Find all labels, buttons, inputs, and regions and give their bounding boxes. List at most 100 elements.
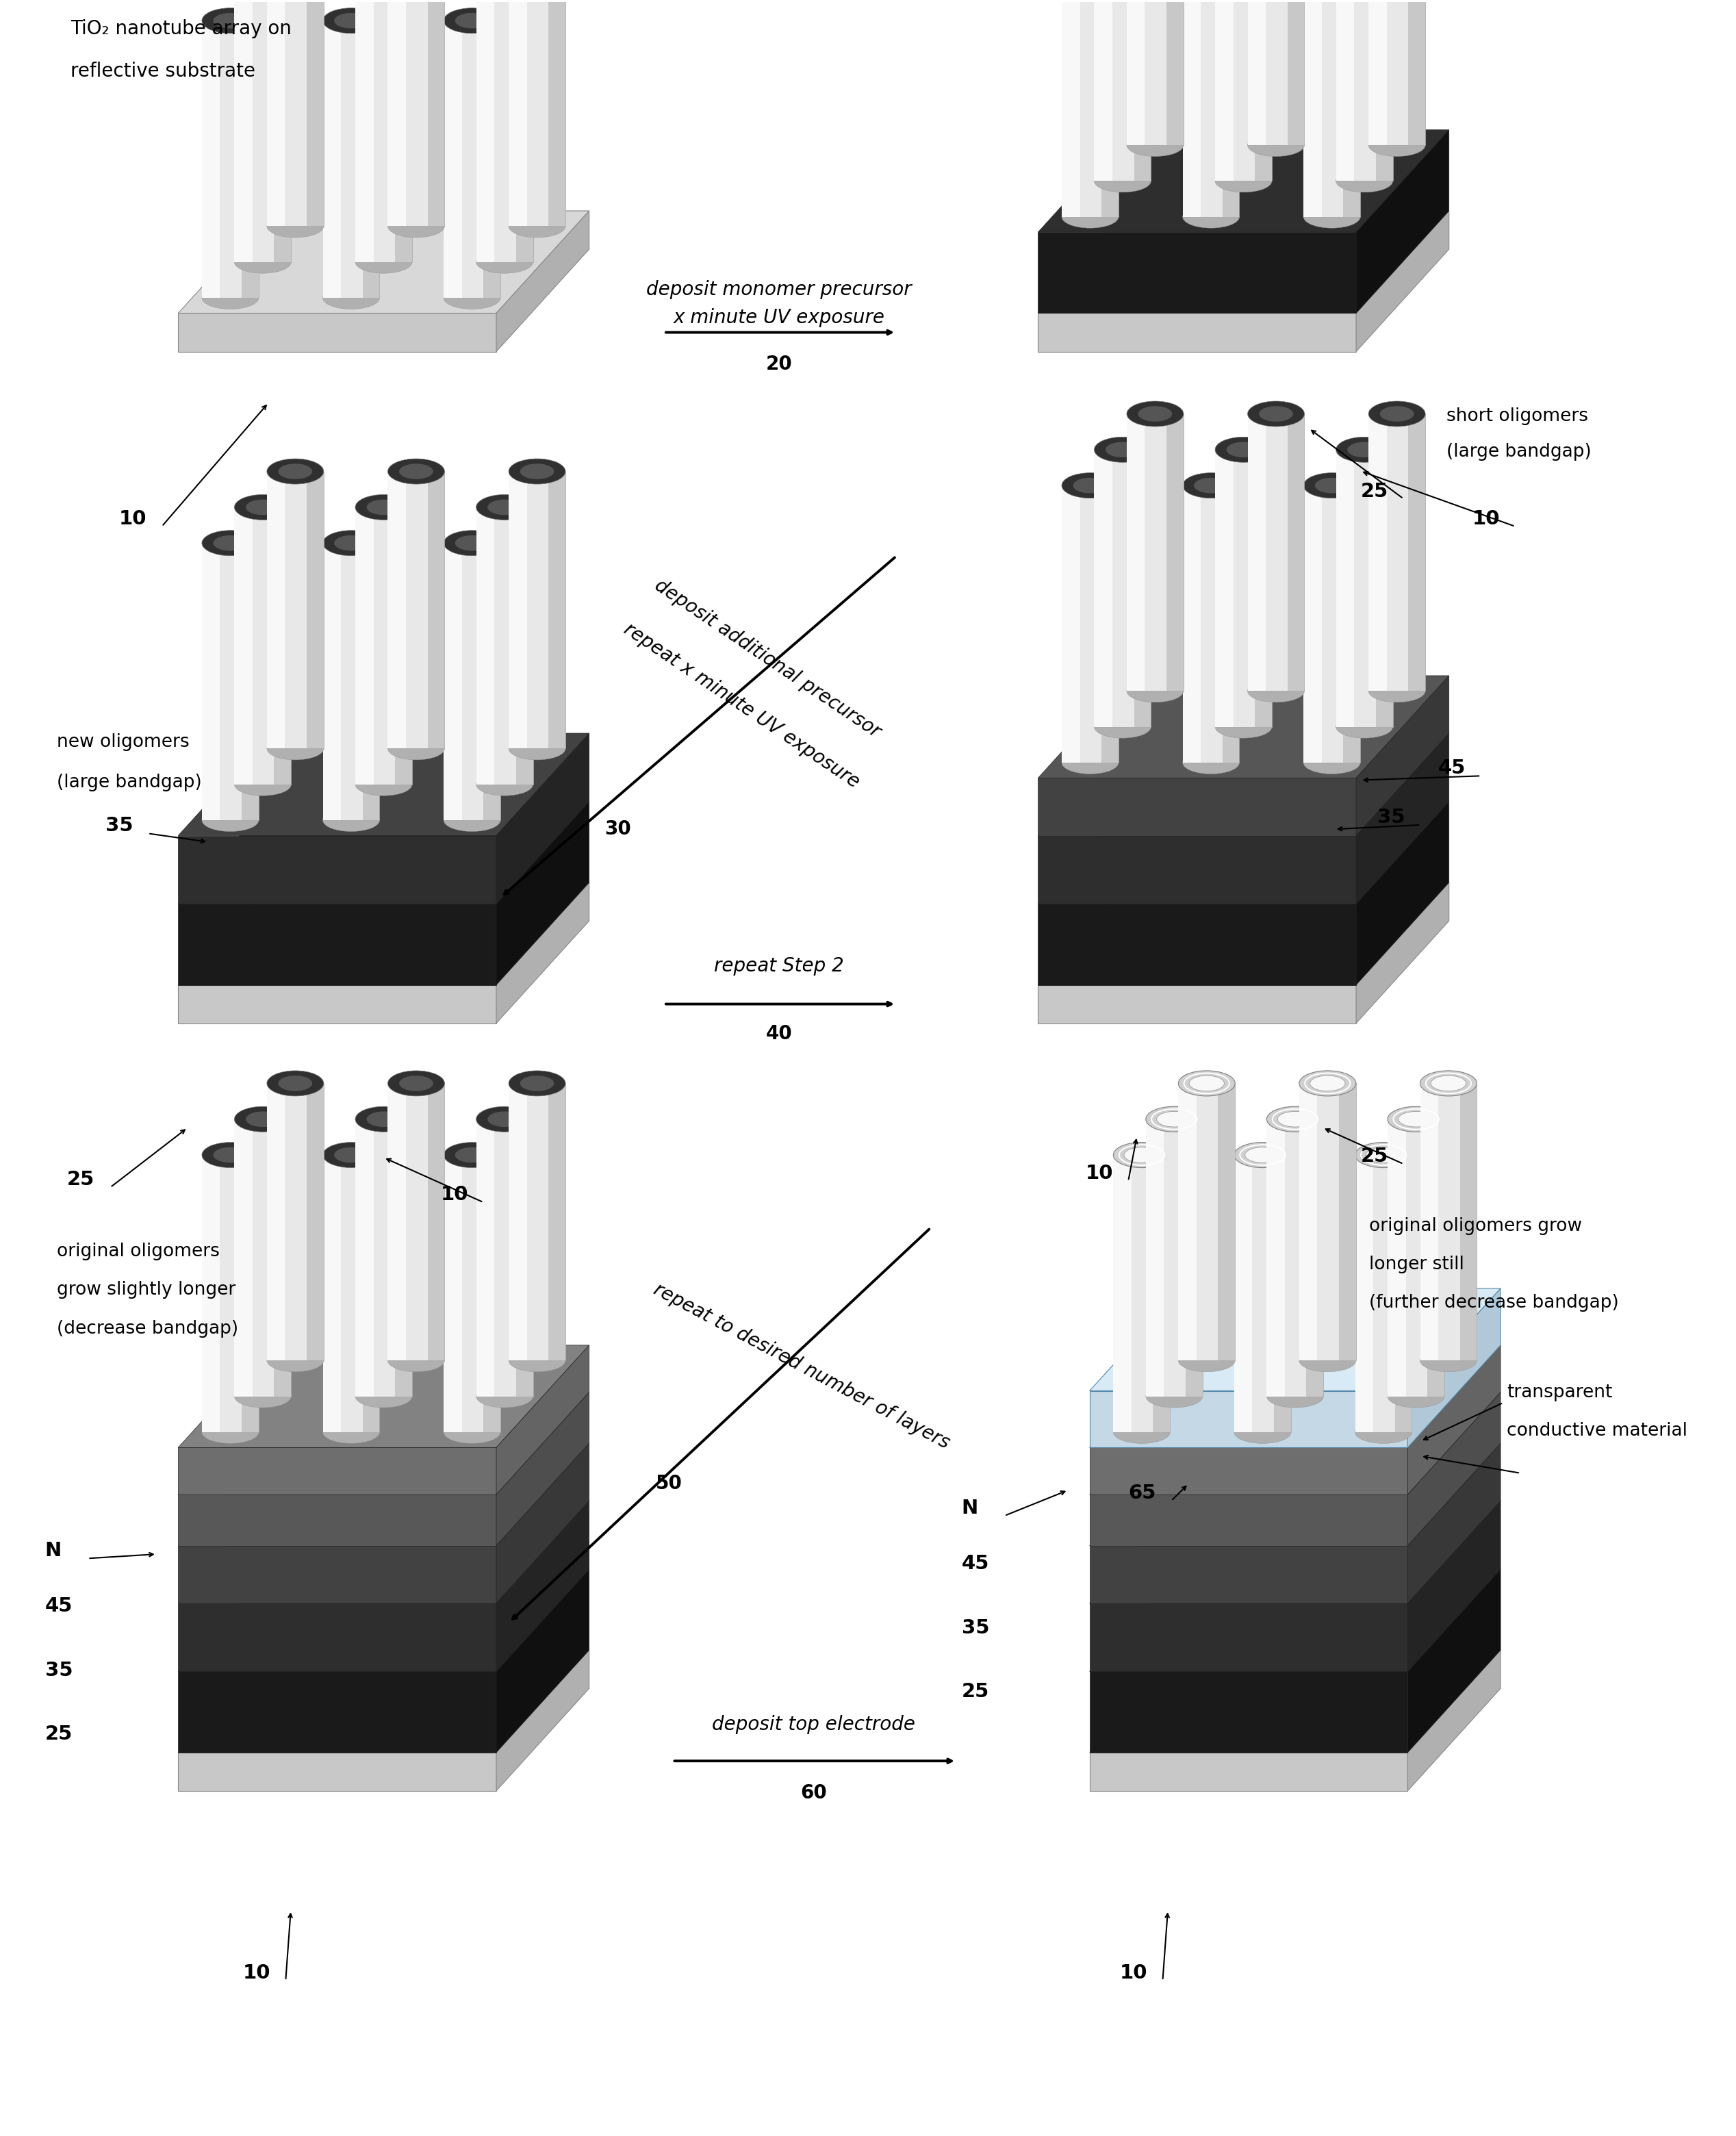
Polygon shape [1304,485,1321,763]
Text: 25: 25 [45,1724,73,1743]
Polygon shape [241,543,259,820]
Ellipse shape [201,1420,259,1444]
Ellipse shape [1366,1147,1401,1162]
Polygon shape [1127,414,1184,692]
Text: repeat to desired number of layers: repeat to desired number of layers [651,1279,953,1452]
Ellipse shape [1139,406,1172,421]
Polygon shape [1167,0,1184,145]
Polygon shape [1090,1391,1408,1448]
Polygon shape [1344,485,1361,763]
Polygon shape [1304,0,1361,218]
Polygon shape [1090,1546,1408,1604]
Polygon shape [234,506,292,784]
Polygon shape [1127,0,1184,145]
Polygon shape [516,1119,533,1397]
Polygon shape [549,1083,566,1361]
Polygon shape [476,1119,533,1397]
Ellipse shape [333,536,368,551]
Polygon shape [1215,0,1272,182]
Polygon shape [516,506,533,784]
Polygon shape [1356,1156,1373,1431]
Ellipse shape [1094,169,1151,192]
Polygon shape [179,1448,496,1495]
Polygon shape [201,21,220,297]
Ellipse shape [1127,135,1184,156]
Polygon shape [179,1346,589,1448]
Ellipse shape [509,737,566,760]
Ellipse shape [234,496,292,519]
Polygon shape [201,543,220,820]
Polygon shape [444,543,462,820]
Polygon shape [1288,414,1304,692]
Polygon shape [509,0,526,226]
Polygon shape [496,1502,589,1670]
Text: 25: 25 [1361,1147,1389,1166]
Polygon shape [274,1119,292,1397]
Polygon shape [1408,1288,1500,1448]
Text: 45: 45 [962,1555,990,1574]
Polygon shape [267,0,285,226]
Ellipse shape [247,500,279,515]
Polygon shape [1146,1119,1203,1397]
Polygon shape [1127,0,1144,145]
Ellipse shape [214,536,247,551]
Ellipse shape [201,810,259,831]
Polygon shape [1090,1288,1500,1391]
Polygon shape [1356,675,1450,835]
Polygon shape [387,0,444,226]
Polygon shape [241,1156,259,1431]
Text: grow slightly longer: grow slightly longer [57,1282,236,1299]
Polygon shape [476,0,495,263]
Ellipse shape [1215,716,1272,739]
Ellipse shape [1245,1147,1279,1162]
Polygon shape [267,472,285,748]
Polygon shape [1267,1119,1285,1397]
Ellipse shape [1127,402,1184,427]
Ellipse shape [476,496,533,519]
Polygon shape [1408,1444,1500,1604]
Ellipse shape [387,459,444,485]
Polygon shape [1090,1502,1500,1604]
Polygon shape [387,1083,406,1361]
Polygon shape [234,506,252,784]
Polygon shape [274,506,292,784]
Ellipse shape [323,286,380,310]
Text: original oligomers: original oligomers [57,1243,220,1260]
Ellipse shape [356,773,411,797]
Polygon shape [476,506,533,784]
Text: 35: 35 [106,816,134,835]
Ellipse shape [1299,1350,1356,1371]
Polygon shape [1344,0,1361,218]
Polygon shape [234,1119,292,1397]
Polygon shape [1090,1448,1408,1495]
Polygon shape [496,882,589,1023]
Polygon shape [179,1502,589,1604]
Polygon shape [323,1156,340,1431]
Polygon shape [1387,1119,1406,1397]
Polygon shape [1387,1119,1444,1397]
Polygon shape [1356,801,1450,985]
Polygon shape [1094,0,1113,182]
Polygon shape [476,1119,495,1397]
Text: 25: 25 [1361,481,1389,500]
Ellipse shape [1248,679,1304,703]
Text: (large bandgap): (large bandgap) [1446,444,1592,461]
Polygon shape [179,1546,496,1604]
Polygon shape [509,472,566,748]
Polygon shape [234,0,252,263]
Ellipse shape [444,9,500,34]
Polygon shape [1356,1156,1411,1431]
Polygon shape [201,1156,259,1431]
Ellipse shape [201,9,259,34]
Polygon shape [1288,0,1304,145]
Polygon shape [1248,414,1266,692]
Ellipse shape [1368,135,1425,156]
Text: 10: 10 [1120,1963,1147,1982]
Polygon shape [1337,0,1392,182]
Polygon shape [1094,451,1113,726]
Ellipse shape [323,810,380,831]
Polygon shape [1090,1495,1408,1546]
Polygon shape [1062,485,1118,763]
Text: new oligomers: new oligomers [57,733,189,752]
Polygon shape [307,0,323,226]
